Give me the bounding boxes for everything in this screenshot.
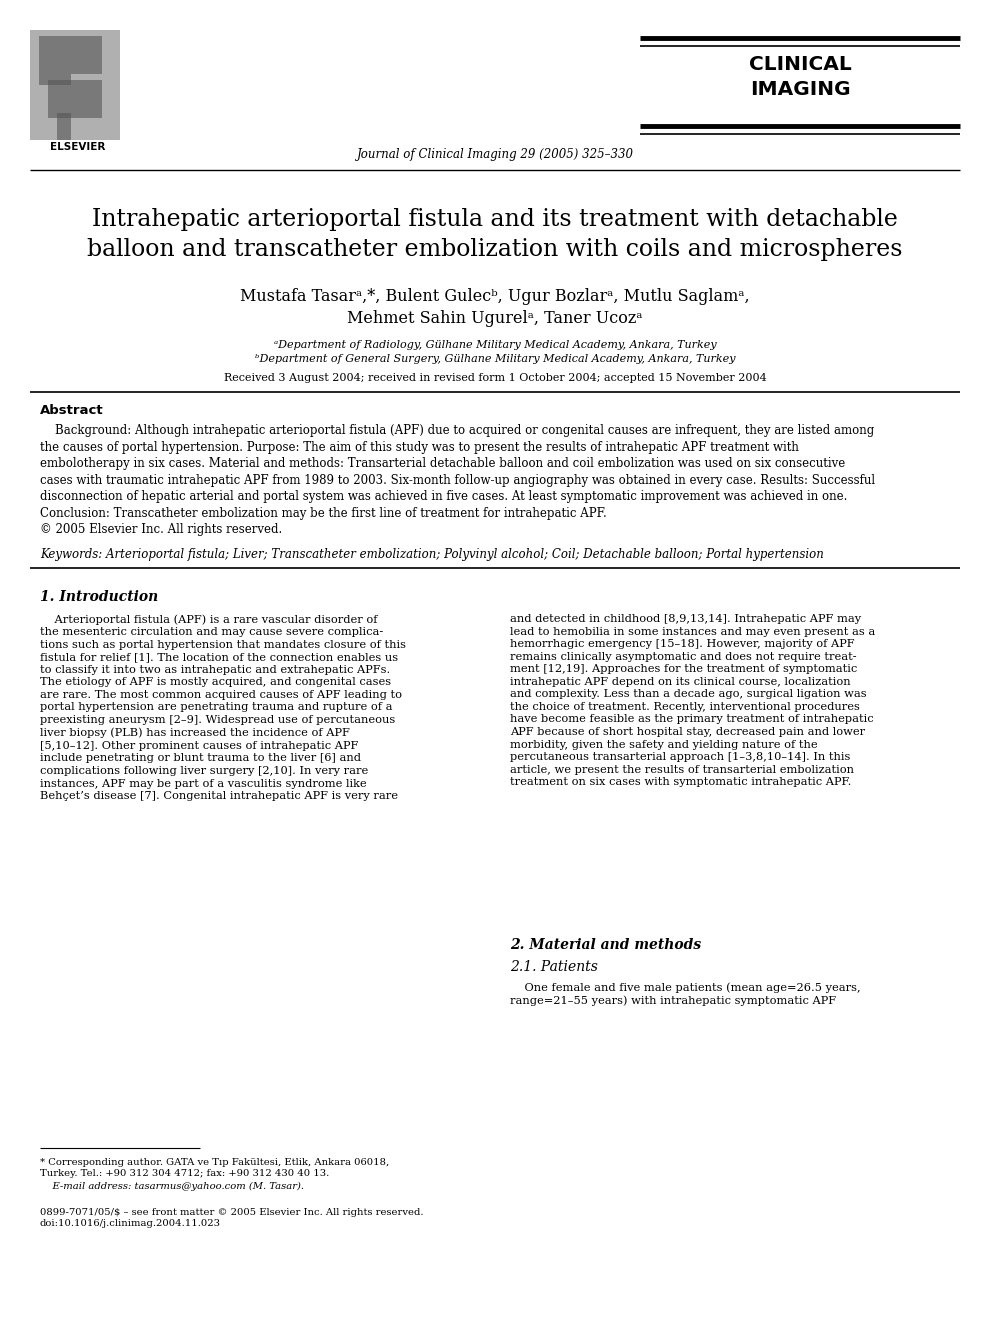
Text: ELSEVIER: ELSEVIER [50, 143, 106, 152]
Text: CLINICAL: CLINICAL [748, 55, 851, 74]
Text: Journal of Clinical Imaging 29 (2005) 325–330: Journal of Clinical Imaging 29 (2005) 32… [356, 148, 634, 161]
Text: E-mail address: tasarmus@yahoo.com (M. Tasar).: E-mail address: tasarmus@yahoo.com (M. T… [40, 1181, 304, 1191]
Bar [57, 112, 70, 140]
Bar [48, 79, 102, 117]
Text: Mehmet Sahin Ugurelᵃ, Taner Ucozᵃ: Mehmet Sahin Ugurelᵃ, Taner Ucozᵃ [347, 310, 643, 327]
Text: Background: Although intrahepatic arterioportal fistula (APF) due to acquired or: Background: Although intrahepatic arteri… [40, 424, 875, 536]
Bar [39, 36, 70, 84]
Text: Mustafa Tasarᵃ,*, Bulent Gulecᵇ, Ugur Bozlarᵃ, Mutlu Saglamᵃ,: Mustafa Tasarᵃ,*, Bulent Gulecᵇ, Ugur Bo… [241, 288, 749, 305]
Text: Arterioportal fistula (APF) is a rare vascular disorder of
the mesenteric circul: Arterioportal fistula (APF) is a rare va… [40, 614, 406, 801]
Text: * Corresponding author. GATA ve Tıp Fakültesi, Etlik, Ankara 06018,
Turkey. Tel.: * Corresponding author. GATA ve Tıp Fakü… [40, 1158, 389, 1179]
Text: One female and five male patients (mean age=26.5 years,
range=21–55 years) with : One female and five male patients (mean … [510, 982, 860, 1006]
Text: Intrahepatic arterioportal fistula and its treatment with detachable: Intrahepatic arterioportal fistula and i… [92, 209, 898, 231]
Text: and detected in childhood [8,9,13,14]. Intrahepatic APF may
lead to hemobilia in: and detected in childhood [8,9,13,14]. I… [510, 614, 875, 787]
Text: 2.1. Patients: 2.1. Patients [510, 960, 598, 974]
Text: IMAGING: IMAGING [749, 81, 850, 99]
Text: ᵃDepartment of Radiology, Gülhane Military Medical Academy, Ankara, Turkey: ᵃDepartment of Radiology, Gülhane Milita… [273, 341, 717, 350]
Text: 2. Material and methods: 2. Material and methods [510, 939, 701, 952]
Text: balloon and transcatheter embolization with coils and microspheres: balloon and transcatheter embolization w… [87, 238, 903, 261]
Text: ᵇDepartment of General Surgery, Gülhane Military Medical Academy, Ankara, Turkey: ᵇDepartment of General Surgery, Gülhane … [254, 354, 736, 364]
Text: Abstract: Abstract [40, 404, 104, 417]
Text: Received 3 August 2004; received in revised form 1 October 2004; accepted 15 Nov: Received 3 August 2004; received in revi… [224, 374, 766, 383]
Text: Keywords: Arterioportal fistula; Liver; Transcatheter embolization; Polyvinyl al: Keywords: Arterioportal fistula; Liver; … [40, 548, 824, 561]
Bar [70, 36, 102, 74]
Text: 1. Introduction: 1. Introduction [40, 590, 158, 605]
Text: 0899-7071/05/$ – see front matter © 2005 Elsevier Inc. All rights reserved.
doi:: 0899-7071/05/$ – see front matter © 2005… [40, 1208, 424, 1228]
